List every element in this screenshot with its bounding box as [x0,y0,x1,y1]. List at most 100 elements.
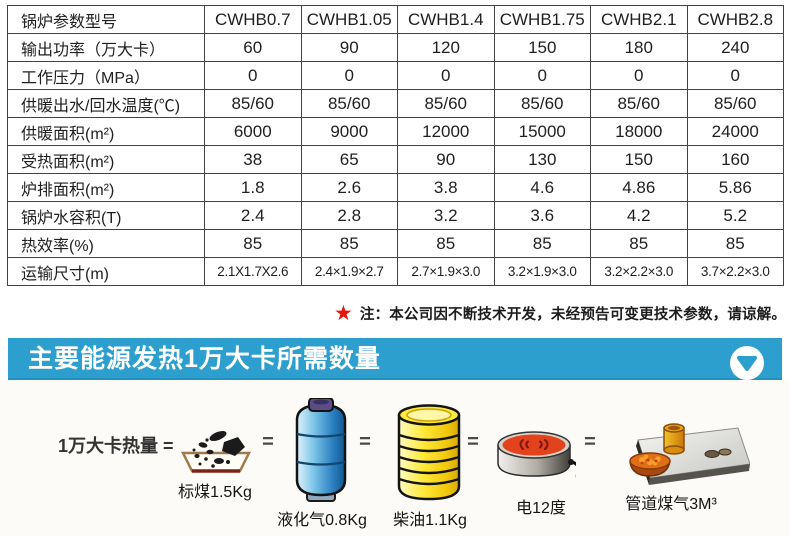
table-cell: 3.2×1.9×3.0 [493,257,591,286]
table-cell: 15000 [493,117,591,146]
table-header-cell: CWHB1.05 [300,5,398,34]
table-header-cell: CWHB1.4 [397,5,495,34]
table-cell: 2.4×1.9×2.7 [300,257,398,286]
table-row: 供暖出水/回水温度(℃) 85/60 85/60 85/60 85/60 85/… [7,89,784,118]
table-cell: 0 [300,61,398,90]
table-cell: 65 [300,145,398,174]
table-cell: 60 [204,33,302,62]
table-cell: 85 [686,229,784,258]
table-cell: 120 [397,33,495,62]
table-cell: 90 [300,33,398,62]
table-cell: 9000 [300,117,398,146]
energy-item-label: 标煤1.5Kg [178,484,252,501]
equals-sign: = [262,431,274,453]
table-cell: 85/60 [204,89,302,118]
table-cell: 85/60 [493,89,591,118]
table-cell: 5.86 [686,173,784,202]
table-cell: 85/60 [397,89,495,118]
table-row: 输出功率（万大卡） 60 90 120 150 180 240 [7,33,784,62]
table-header-row: 锅炉参数型号 CWHB0.7 CWHB1.05 CWHB1.4 CWHB1.75… [7,5,784,34]
disclaimer-note: ★ 注：本公司因不断技术开发，未经预告可变更技术参数，请谅解。 [334,303,786,324]
row-label: 供暖面积(m²) [7,117,205,146]
table-cell: 85 [590,229,688,258]
table-cell: 180 [590,33,688,62]
table-header-cell: 锅炉参数型号 [7,5,205,34]
row-label: 锅炉水容积(T) [7,201,205,230]
table-row: 热效率(%) 85 85 85 85 85 85 [7,229,784,258]
table-row: 炉排面积(m²) 1.8 2.6 3.8 4.6 4.86 5.86 [7,173,784,202]
energy-item-label: 液化气0.8Kg [277,512,367,529]
table-header-cell: CWHB2.1 [590,5,688,34]
table-header-cell: CWHB0.7 [204,5,302,34]
table-cell: 85 [493,229,591,258]
table-cell: 3.2×2.2×3.0 [590,257,688,286]
section-title: 主要能源发热1万大卡所需数量 [28,345,381,373]
piped-gas-stove-icon [608,416,751,499]
star-icon: ★ [334,302,353,325]
table-cell: 6000 [204,117,302,146]
table-cell: 85 [397,229,495,258]
energy-item-label: 电12度 [516,500,566,517]
table-cell: 85 [300,229,398,258]
table-cell: 5.2 [686,201,784,230]
table-header-cell: CWHB1.75 [493,5,591,34]
energy-item-label: 管道煤气3M³ [625,496,717,513]
table-cell: 240 [686,33,784,62]
table-cell: 85/60 [590,89,688,118]
row-label: 供暖出水/回水温度(℃) [7,89,205,118]
chevron-down-icon [736,354,758,372]
table-cell: 18000 [590,117,688,146]
table-cell: 85/60 [686,89,784,118]
table-cell: 90 [397,145,495,174]
table-cell: 130 [493,145,591,174]
disclaimer-text: 注：本公司因不断技术开发，未经预告可变更技术参数，请谅解。 [359,307,787,323]
table-cell: 24000 [686,117,784,146]
energy-equivalence-section: 1万大卡热量 = 标煤1.5Kg = [0,380,790,536]
row-label: 受热面积(m²) [7,145,205,174]
electric-stove-icon [492,424,588,493]
table-cell: 0 [397,61,495,90]
equals-sign: = [467,431,479,453]
table-row: 锅炉水容积(T) 2.4 2.8 3.2 3.6 4.2 5.2 [7,201,784,230]
table-cell: 0 [590,61,688,90]
row-label: 炉排面积(m²) [7,173,205,202]
energy-item-label: 柴油1.1Kg [393,512,467,529]
diesel-drum-icon [395,403,463,507]
row-label: 工作压力（MPa） [7,61,205,90]
table-cell: 0 [686,61,784,90]
table-cell: 3.6 [493,201,591,230]
row-label: 热效率(%) [7,229,205,258]
table-cell: 1.8 [204,173,302,202]
table-cell: 2.1X1.7X2.6 [204,257,302,286]
lpg-cylinder-icon [290,397,352,509]
table-cell: 2.4 [204,201,302,230]
table-cell: 12000 [397,117,495,146]
table-cell: 2.6 [300,173,398,202]
table-cell: 2.8 [300,201,398,230]
row-label: 运输尺寸(m) [7,257,205,286]
table-cell: 0 [493,61,591,90]
table-row: 工作压力（MPa） 0 0 0 0 0 0 [7,61,784,90]
boiler-spec-table: 锅炉参数型号 CWHB0.7 CWHB1.05 CWHB1.4 CWHB1.75… [7,5,784,286]
table-cell: 160 [686,145,784,174]
equals-sign: = [584,431,596,453]
section-banner: 主要能源发热1万大卡所需数量 [8,338,782,380]
equals-sign: = [359,431,371,453]
table-cell: 4.86 [590,173,688,202]
energy-lead-text: 1万大卡热量 = [58,436,174,456]
table-row: 供暖面积(m²) 6000 9000 12000 15000 18000 240… [7,117,784,146]
table-cell: 4.6 [493,173,591,202]
table-cell: 150 [590,145,688,174]
table-cell: 150 [493,33,591,62]
table-row: 运输尺寸(m) 2.1X1.7X2.6 2.4×1.9×2.7 2.7×1.9×… [7,257,784,286]
table-cell: 4.2 [590,201,688,230]
table-row: 受热面积(m²) 38 65 90 130 150 160 [7,145,784,174]
table-cell: 85 [204,229,302,258]
table-cell: 0 [204,61,302,90]
table-cell: 3.7×2.2×3.0 [686,257,784,286]
table-cell: 85/60 [300,89,398,118]
table-header-cell: CWHB2.8 [686,5,784,34]
expand-section-button[interactable] [730,346,764,380]
table-cell: 2.7×1.9×3.0 [397,257,495,286]
